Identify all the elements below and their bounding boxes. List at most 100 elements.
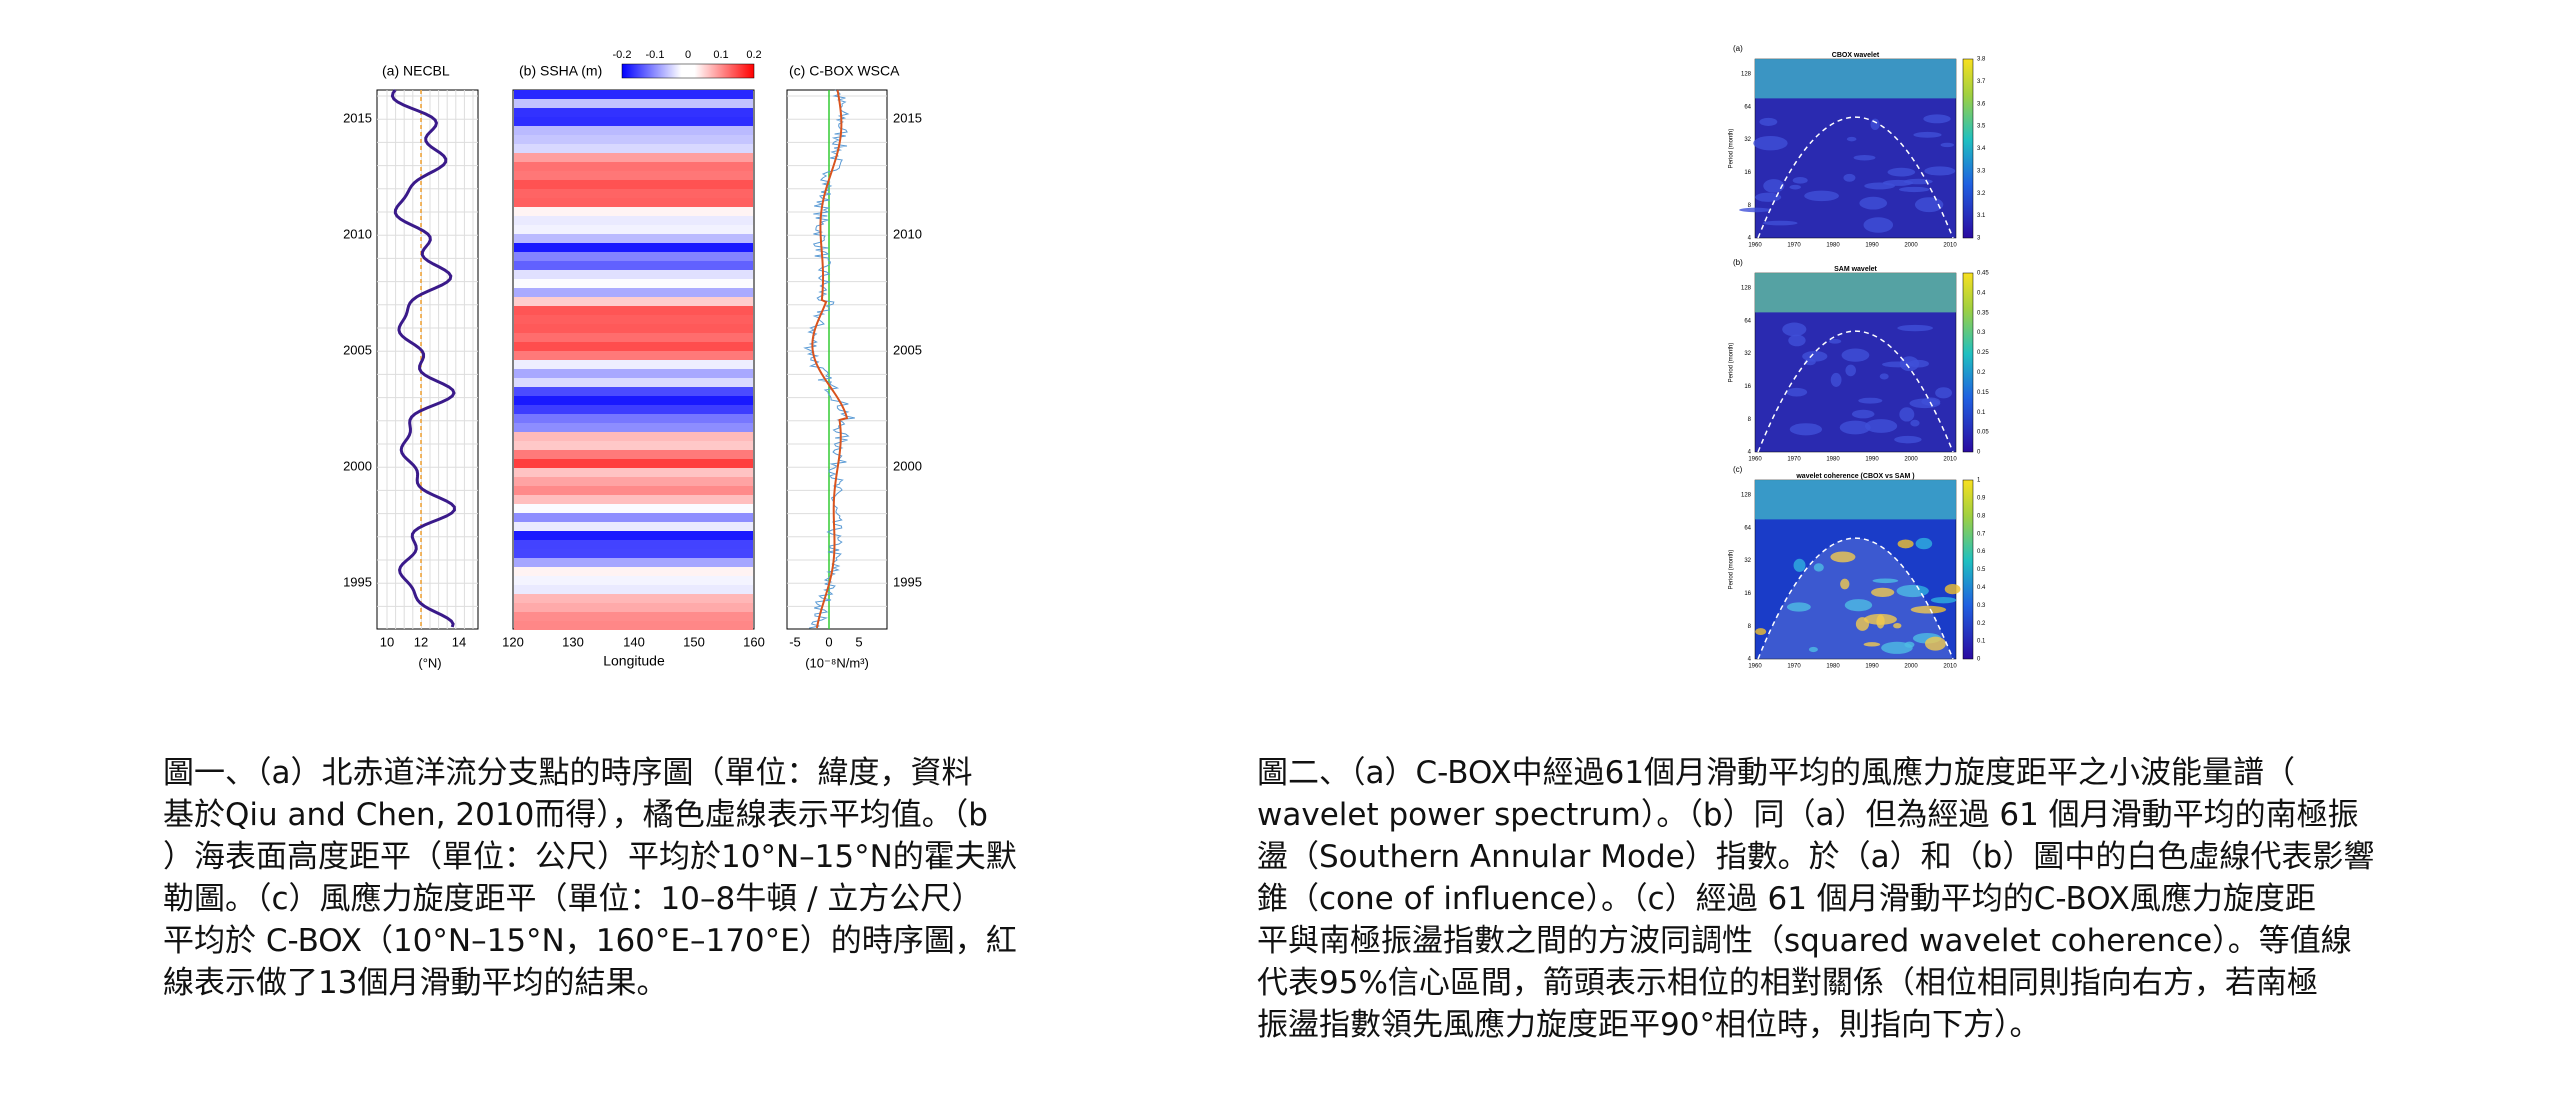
x-tick-label: 1960: [1748, 457, 1762, 463]
cone-of-influence: [1757, 330, 1954, 453]
ssha-band: [514, 243, 753, 252]
ssha-band: [514, 189, 753, 198]
ssha-band: [514, 171, 753, 180]
colorbar-tick-label: 3.1: [1977, 213, 1986, 219]
y-tick-label: 2015: [343, 110, 372, 125]
ssha-band: [514, 270, 753, 279]
panel-letter: (a): [1733, 44, 1743, 53]
y-tick-label: 2010: [343, 226, 372, 241]
y-tick-label: 16: [1744, 591, 1751, 597]
y-tick-label: 2000: [343, 458, 372, 473]
caption-line: 圖二、（a）C-BOX中經過61個月滑動平均的風應力旋度距平之小波能量譜（: [1257, 755, 2296, 791]
colorbar-tick-label: 3.3: [1977, 168, 1986, 174]
ssha-band: [514, 594, 753, 603]
wavelet-blob: [1789, 184, 1801, 190]
ssha-band: [514, 378, 753, 387]
wavelet-blob: [1944, 584, 1961, 595]
caption-2: 圖二、（a）C-BOX中經過61個月滑動平均的風應力旋度距平之小波能量譜（ wav…: [1257, 752, 2374, 1046]
wavelet-blob: [1851, 409, 1875, 419]
ssha-band: [514, 513, 753, 522]
x-tick-label: 2010: [1943, 243, 1957, 249]
wavelet-blob: [1924, 166, 1956, 176]
wavelet-blob: [1915, 537, 1933, 550]
y-tick-label: 64: [1744, 104, 1751, 110]
colorbar-tick-label: -0.1: [646, 49, 665, 61]
ssha-band: [514, 585, 753, 594]
panel-title: CBOX wavelet: [1832, 52, 1880, 59]
cone-of-influence: [1757, 537, 1954, 660]
ssha-band: [514, 279, 753, 288]
ssha-band: [514, 450, 753, 459]
colorbar-tick-label: 0.2: [1977, 621, 1986, 627]
panel-letter: (c): [1733, 465, 1743, 474]
x-tick-label: 1960: [1748, 243, 1762, 249]
ssha-band: [514, 558, 753, 567]
wavelet-blob: [1762, 220, 1798, 226]
colorbar-tick-label: 0.3: [1977, 603, 1986, 609]
ssha-band: [514, 396, 753, 405]
ssha-band: [514, 153, 753, 162]
y-tick-label: 1995: [343, 574, 372, 589]
wavelet-blob: [1839, 420, 1871, 435]
necbl-curve: [390, 89, 457, 628]
ssha-band: [514, 531, 753, 540]
colorbar-tick-label: 0.15: [1977, 390, 1989, 396]
colorbar-tick-label: 0.5: [1977, 567, 1986, 573]
caption-line: 勒圖。（c）風應力旋度距平（單位：10–8牛頓 / 立方公尺）: [163, 881, 983, 917]
ssha-band: [514, 441, 753, 450]
x-tick-label: 2010: [1943, 664, 1957, 670]
wavelet-blob: [1793, 558, 1806, 572]
ssha-band: [514, 387, 753, 396]
ssha-band: [514, 414, 753, 423]
x-tick-label: 1960: [1748, 664, 1762, 670]
ssha-band: [514, 108, 753, 117]
wavelet-blob: [1846, 136, 1857, 142]
caption-line: wavelet power spectrum）。（b）同（a）但為經過 61 個…: [1257, 797, 2359, 833]
y-tick-label: 2000: [893, 458, 922, 473]
wavelet-top: [1755, 273, 1956, 313]
caption-line: 平均於 C-BOX（10°N–15°N，160°E–170°E）的時序圖，紅: [163, 923, 1017, 959]
wavelet-blob: [1896, 584, 1929, 598]
y-tick-label: 4: [1748, 236, 1752, 242]
wavelet-blob: [1871, 587, 1895, 597]
colorbar-tick-label: -0.2: [613, 49, 632, 61]
wavelet-blob: [1930, 596, 1957, 604]
wavelet-blob: [1876, 614, 1885, 629]
y-tick-label: 16: [1744, 170, 1751, 176]
x-tick-label: 140: [623, 634, 645, 649]
panel-title: SAM wavelet: [1834, 266, 1877, 273]
wavelet-blob: [1753, 135, 1788, 151]
y-tick-label: 8: [1748, 624, 1752, 630]
wavelet-blob: [1908, 359, 1929, 368]
x-tick-label: 14: [452, 634, 466, 649]
caption-line: 線表示做了13個月滑動平均的結果。: [163, 965, 668, 1001]
y-tick-label: 2005: [893, 342, 922, 357]
ssha-band: [514, 99, 753, 108]
ssha-band: [514, 126, 753, 135]
wavelet-blob: [1910, 419, 1920, 427]
colorbar: [1962, 272, 1974, 453]
colorbar-tick-label: 0.6: [1977, 549, 1986, 555]
ssha-band: [514, 324, 753, 333]
ssha-band: [514, 234, 753, 243]
x-tick-label: 150: [683, 634, 705, 649]
ssha-band: [514, 468, 753, 477]
ssha-band: [514, 90, 753, 99]
ssha-band: [514, 540, 753, 549]
wavelet-blob: [1804, 358, 1816, 366]
ssha-band: [514, 315, 753, 324]
wavelet-blob: [1904, 641, 1915, 648]
colorbar-tick-label: 0: [1977, 657, 1981, 663]
wavelet-blob: [1897, 539, 1914, 549]
wavelet-blob: [1894, 435, 1922, 444]
colorbar-tick-label: 0.45: [1977, 271, 1989, 277]
colorbar-tick-label: 0: [1977, 450, 1981, 456]
colorbar-tick-label: 0.7: [1977, 531, 1986, 537]
caption-line: 圖一、（a）北赤道洋流分支點的時序圖（單位：緯度，資料: [163, 755, 973, 791]
ssha-band: [514, 261, 753, 270]
x-tick-label: 160: [743, 634, 765, 649]
wavelet-blob: [1879, 373, 1889, 380]
wavelet-blob: [1804, 190, 1839, 202]
wavelet-blob: [1841, 348, 1870, 362]
